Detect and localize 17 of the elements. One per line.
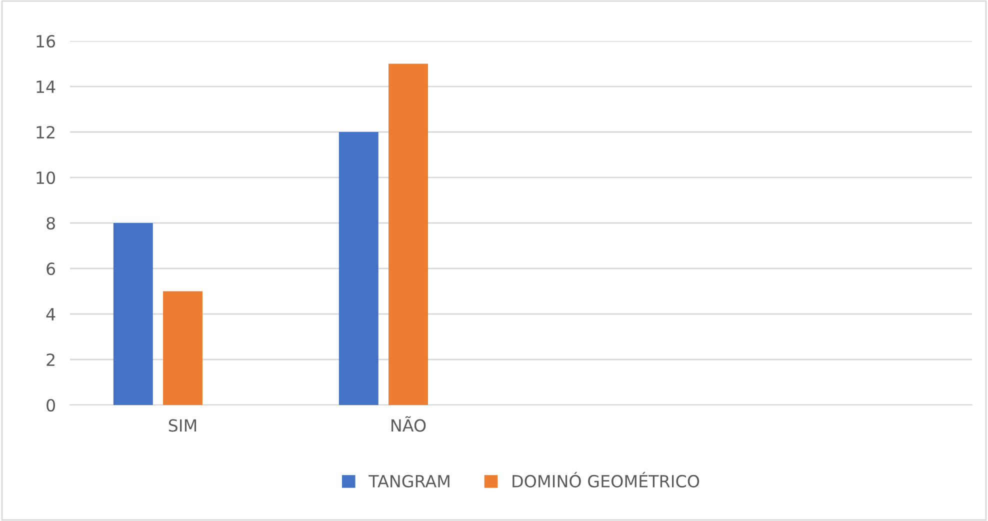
- bar: [338, 132, 378, 405]
- bar: [388, 64, 428, 405]
- y-tick-label: 2: [46, 353, 54, 366]
- y-tick-label: 6: [46, 262, 56, 276]
- y-tick-label: 4: [46, 308, 56, 320]
- y-tick-label: 12: [36, 126, 54, 138]
- legend-label: TANGRAM: [368, 474, 450, 488]
- bar: [113, 223, 153, 405]
- x-tick-label: SIM: [168, 419, 196, 432]
- x-tick-label: NÃO: [392, 416, 426, 432]
- y-tick-label: 8: [46, 216, 55, 230]
- y-tick-label: 0: [46, 398, 56, 412]
- y-tick-label: 16: [36, 34, 56, 48]
- y-tick-label: 14: [36, 80, 56, 93]
- legend-label: DOMINÓ GEOMÉTRICO: [512, 472, 700, 488]
- bar: [163, 291, 202, 405]
- y-tick-label: 10: [36, 171, 56, 184]
